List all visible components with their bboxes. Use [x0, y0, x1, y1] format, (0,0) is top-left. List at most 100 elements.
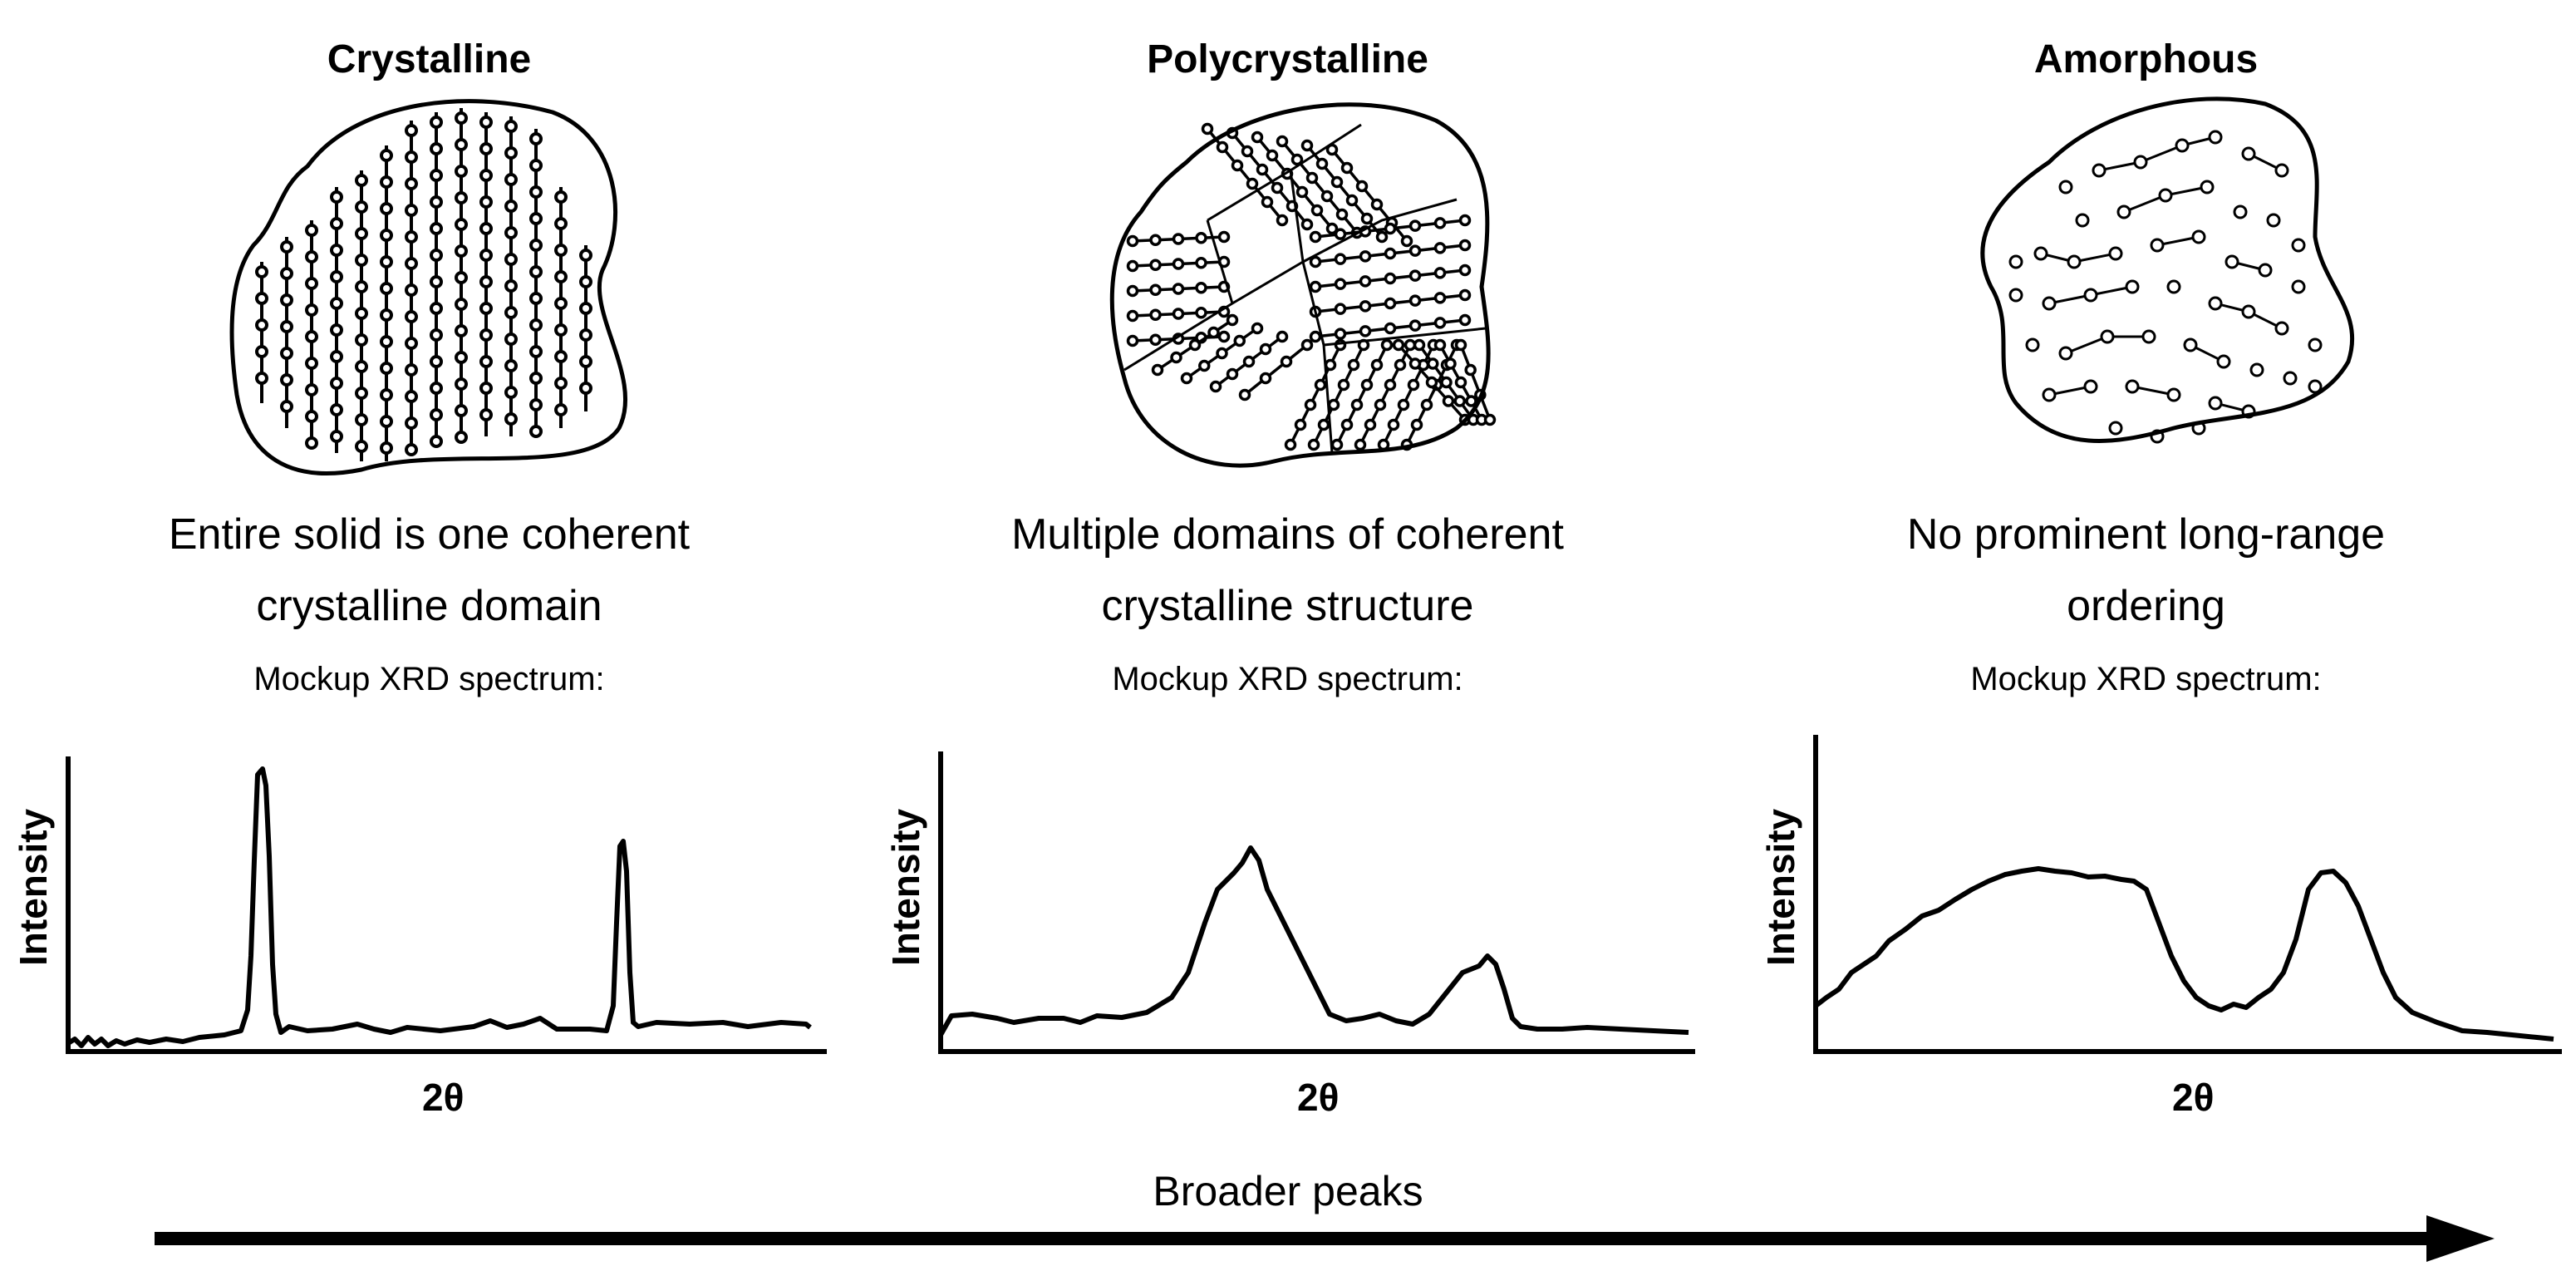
atom [2291, 279, 2306, 294]
atom [1151, 363, 1164, 377]
atom [1149, 283, 1162, 296]
atom [1149, 308, 1162, 321]
bond [2123, 194, 2166, 214]
atom [280, 240, 293, 254]
atom [479, 382, 493, 395]
atom [330, 377, 343, 390]
atom [255, 265, 268, 278]
atom [1425, 376, 1438, 389]
y-axis-label: Intensity [12, 808, 55, 966]
atom [1305, 171, 1319, 185]
atom [430, 435, 443, 448]
atom [479, 222, 493, 235]
atom [305, 250, 318, 264]
atom [1300, 218, 1314, 231]
atom [430, 142, 443, 155]
atom [479, 169, 493, 182]
atom [430, 116, 443, 129]
atom [355, 387, 368, 400]
atom [1433, 317, 1447, 329]
atom [529, 212, 543, 225]
atom [529, 132, 543, 145]
atom [255, 292, 268, 305]
atom [1360, 378, 1374, 392]
atom [1454, 376, 1467, 389]
atom [380, 202, 393, 215]
atom [1309, 330, 1322, 343]
atom [2274, 163, 2289, 178]
atom [1126, 259, 1139, 273]
atom [2108, 246, 2123, 261]
atom [280, 293, 293, 307]
atom [554, 217, 568, 230]
description-line-2: crystalline domain [256, 582, 602, 630]
atom [504, 386, 518, 399]
atom [2166, 279, 2181, 294]
atom [405, 204, 418, 217]
atom [1384, 247, 1397, 260]
atom [455, 324, 468, 337]
atom [2208, 396, 2223, 411]
atom [455, 244, 468, 258]
atom [479, 249, 493, 262]
atom [479, 408, 493, 421]
atom [1195, 307, 1207, 319]
atom [2100, 329, 2115, 344]
atom [1172, 258, 1185, 270]
atom [529, 318, 543, 332]
atom [1340, 161, 1354, 175]
atom [1433, 267, 1447, 279]
atom [355, 440, 368, 453]
atom [430, 408, 443, 421]
atom [1433, 292, 1447, 304]
atom [405, 363, 418, 377]
atom [1345, 194, 1359, 207]
atom [2191, 229, 2206, 244]
atom [1334, 328, 1347, 340]
atom [455, 404, 468, 417]
atom [405, 230, 418, 244]
atom [2283, 371, 2298, 386]
atom [1209, 380, 1222, 393]
atom [2008, 254, 2023, 269]
atom [1172, 233, 1185, 245]
atom [1375, 230, 1389, 244]
atom [2208, 130, 2223, 145]
atom [479, 116, 493, 129]
atom [2175, 138, 2190, 153]
grain-boundary [1323, 327, 1487, 347]
atom [1464, 363, 1477, 377]
atom [355, 254, 368, 267]
atom [1324, 358, 1337, 372]
xrd-trace-sharp-peaks [66, 766, 812, 1048]
panel-description: Entire solid is one coherent crystalline… [0, 499, 858, 642]
atom [1408, 219, 1422, 232]
atom [1315, 157, 1329, 170]
atom [2249, 362, 2264, 377]
atom [554, 403, 568, 416]
atom [1284, 438, 1297, 451]
atom [405, 443, 418, 456]
atom [2125, 279, 2140, 294]
atom [1216, 140, 1229, 154]
atom [579, 302, 592, 315]
atom [1387, 418, 1400, 431]
atom [2225, 254, 2239, 269]
atom [1458, 288, 1472, 302]
panel-description: Multiple domains of coherent crystalline… [858, 499, 1717, 642]
atom [1392, 338, 1405, 352]
atom [305, 277, 318, 290]
atom [1359, 300, 1372, 313]
atom [1238, 388, 1251, 401]
atom [1334, 303, 1347, 315]
atom [455, 431, 468, 444]
atom [1330, 438, 1344, 451]
panel-description: No prominent long-range ordering [1717, 499, 2575, 642]
atom [1320, 190, 1334, 203]
atom [504, 173, 518, 186]
atom [1294, 418, 1307, 431]
atom [1408, 244, 1422, 257]
atom [405, 257, 418, 270]
atom [1217, 330, 1231, 343]
atom [1384, 322, 1397, 335]
